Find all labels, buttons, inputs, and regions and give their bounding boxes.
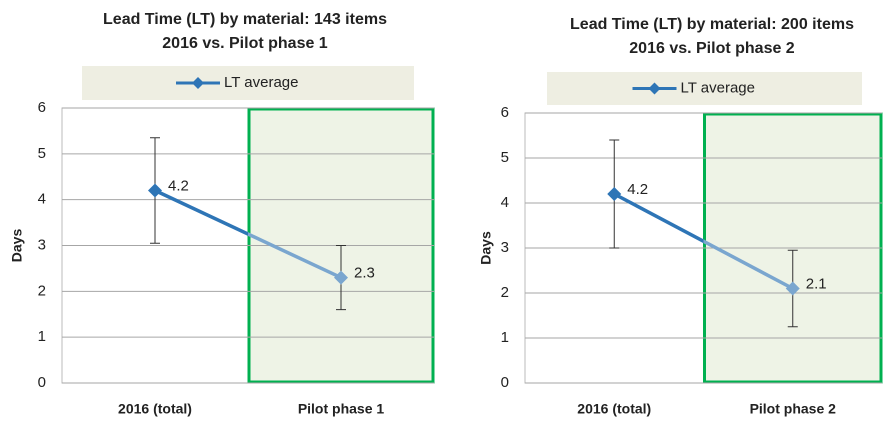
marker [785, 281, 800, 296]
y-tick-label: 2 [38, 282, 46, 299]
data-label: 4.2 [168, 177, 189, 194]
marker [148, 183, 162, 198]
x-tick-label: 2016 (total) [577, 401, 651, 417]
data-label: 2.1 [806, 275, 827, 292]
y-tick-label: 5 [38, 145, 46, 162]
y-axis-label: Days [9, 229, 25, 263]
y-tick-label: 5 [501, 149, 509, 166]
y-tick-label: 0 [501, 374, 509, 391]
data-label: 4.2 [627, 181, 648, 198]
y-axis-label: Days [478, 231, 494, 265]
legend-box [82, 66, 414, 100]
marker [607, 187, 622, 201]
y-tick-label: 0 [38, 374, 46, 391]
x-tick-label: Pilot phase 2 [750, 401, 837, 417]
legend-marker [648, 82, 661, 95]
x-tick-label: 2016 (total) [118, 401, 192, 417]
y-tick-label: 1 [38, 328, 46, 345]
legend-box [547, 72, 862, 105]
y-tick-label: 1 [501, 329, 509, 346]
y-tick-label: 3 [38, 236, 46, 253]
legend-label: LT average [681, 79, 756, 96]
x-tick-label: Pilot phase 1 [298, 401, 385, 417]
y-tick-label: 3 [501, 239, 509, 256]
chart-subtitle: 2016 vs. Pilot phase 1 [162, 35, 328, 52]
chart-subtitle: 2016 vs. Pilot phase 2 [629, 40, 795, 57]
legend-marker [192, 77, 204, 89]
y-tick-label: 4 [38, 191, 46, 208]
chart-title: Lead Time (LT) by material: 200 items [570, 16, 854, 33]
y-tick-label: 4 [501, 194, 509, 211]
y-tick-label: 6 [38, 99, 46, 116]
series-line [613, 192, 794, 291]
data-label: 2.3 [354, 265, 375, 282]
chart-title: Lead Time (LT) by material: 143 items [103, 11, 387, 28]
marker [334, 270, 348, 285]
y-tick-label: 6 [501, 104, 509, 121]
series-line [154, 188, 342, 280]
y-tick-label: 2 [501, 284, 509, 301]
legend-label: LT average [224, 74, 299, 91]
